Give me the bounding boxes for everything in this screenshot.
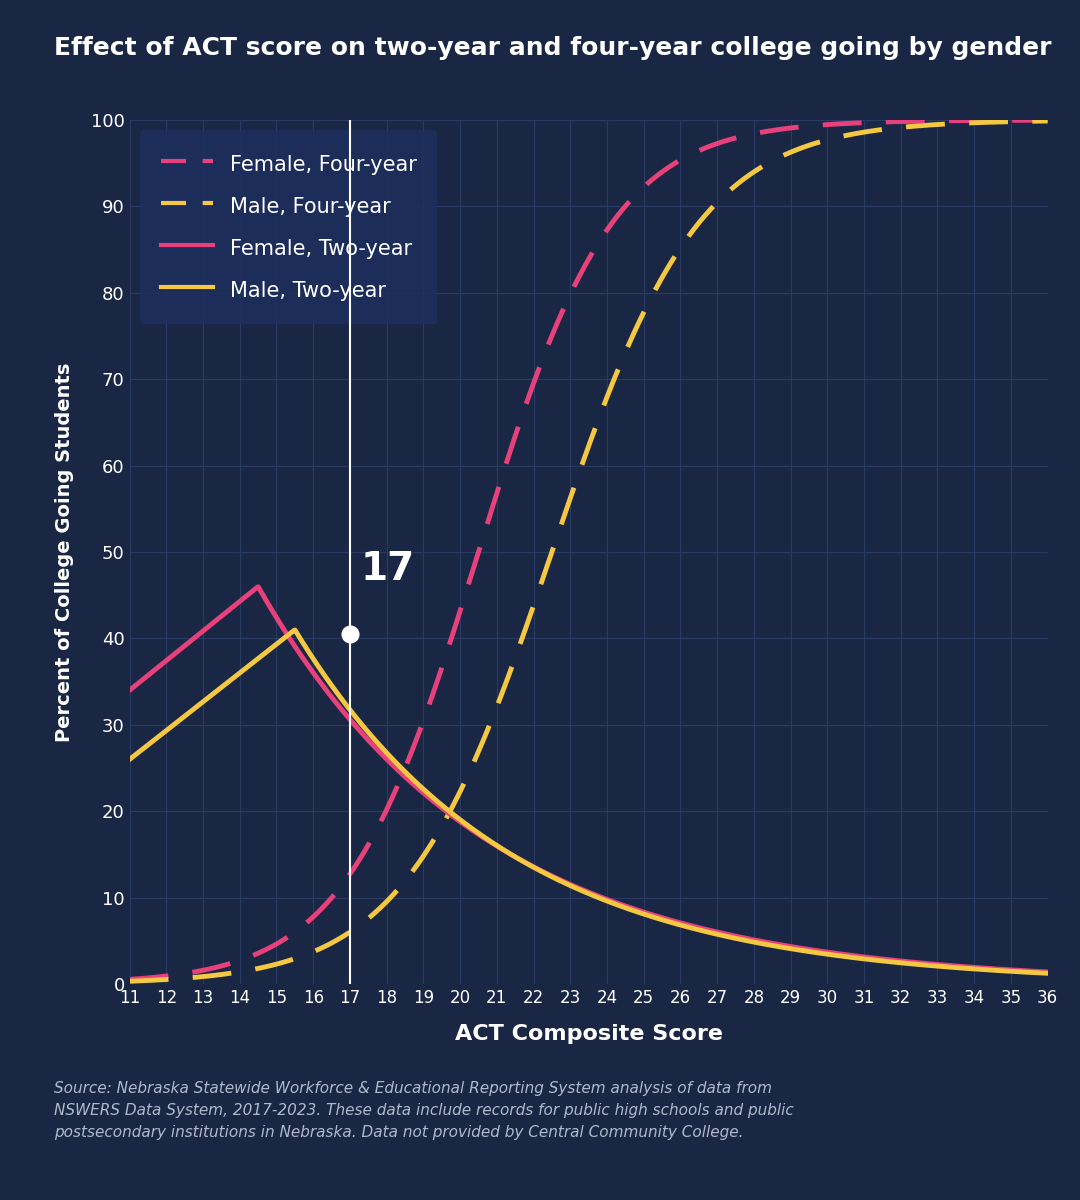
Text: 17: 17	[361, 551, 415, 588]
Text: Effect of ACT score on two-year and four-year college going by gender: Effect of ACT score on two-year and four…	[54, 36, 1052, 60]
Legend: Female, Four-year, Male, Four-year, Female, Two-year, Male, Two-year: Female, Four-year, Male, Four-year, Fema…	[140, 131, 437, 324]
Text: Source: Nebraska Statewide Workforce & Educational Reporting System analysis of : Source: Nebraska Statewide Workforce & E…	[54, 1080, 794, 1140]
Y-axis label: Percent of College Going Students: Percent of College Going Students	[55, 362, 75, 742]
X-axis label: ACT Composite Score: ACT Composite Score	[455, 1024, 723, 1044]
